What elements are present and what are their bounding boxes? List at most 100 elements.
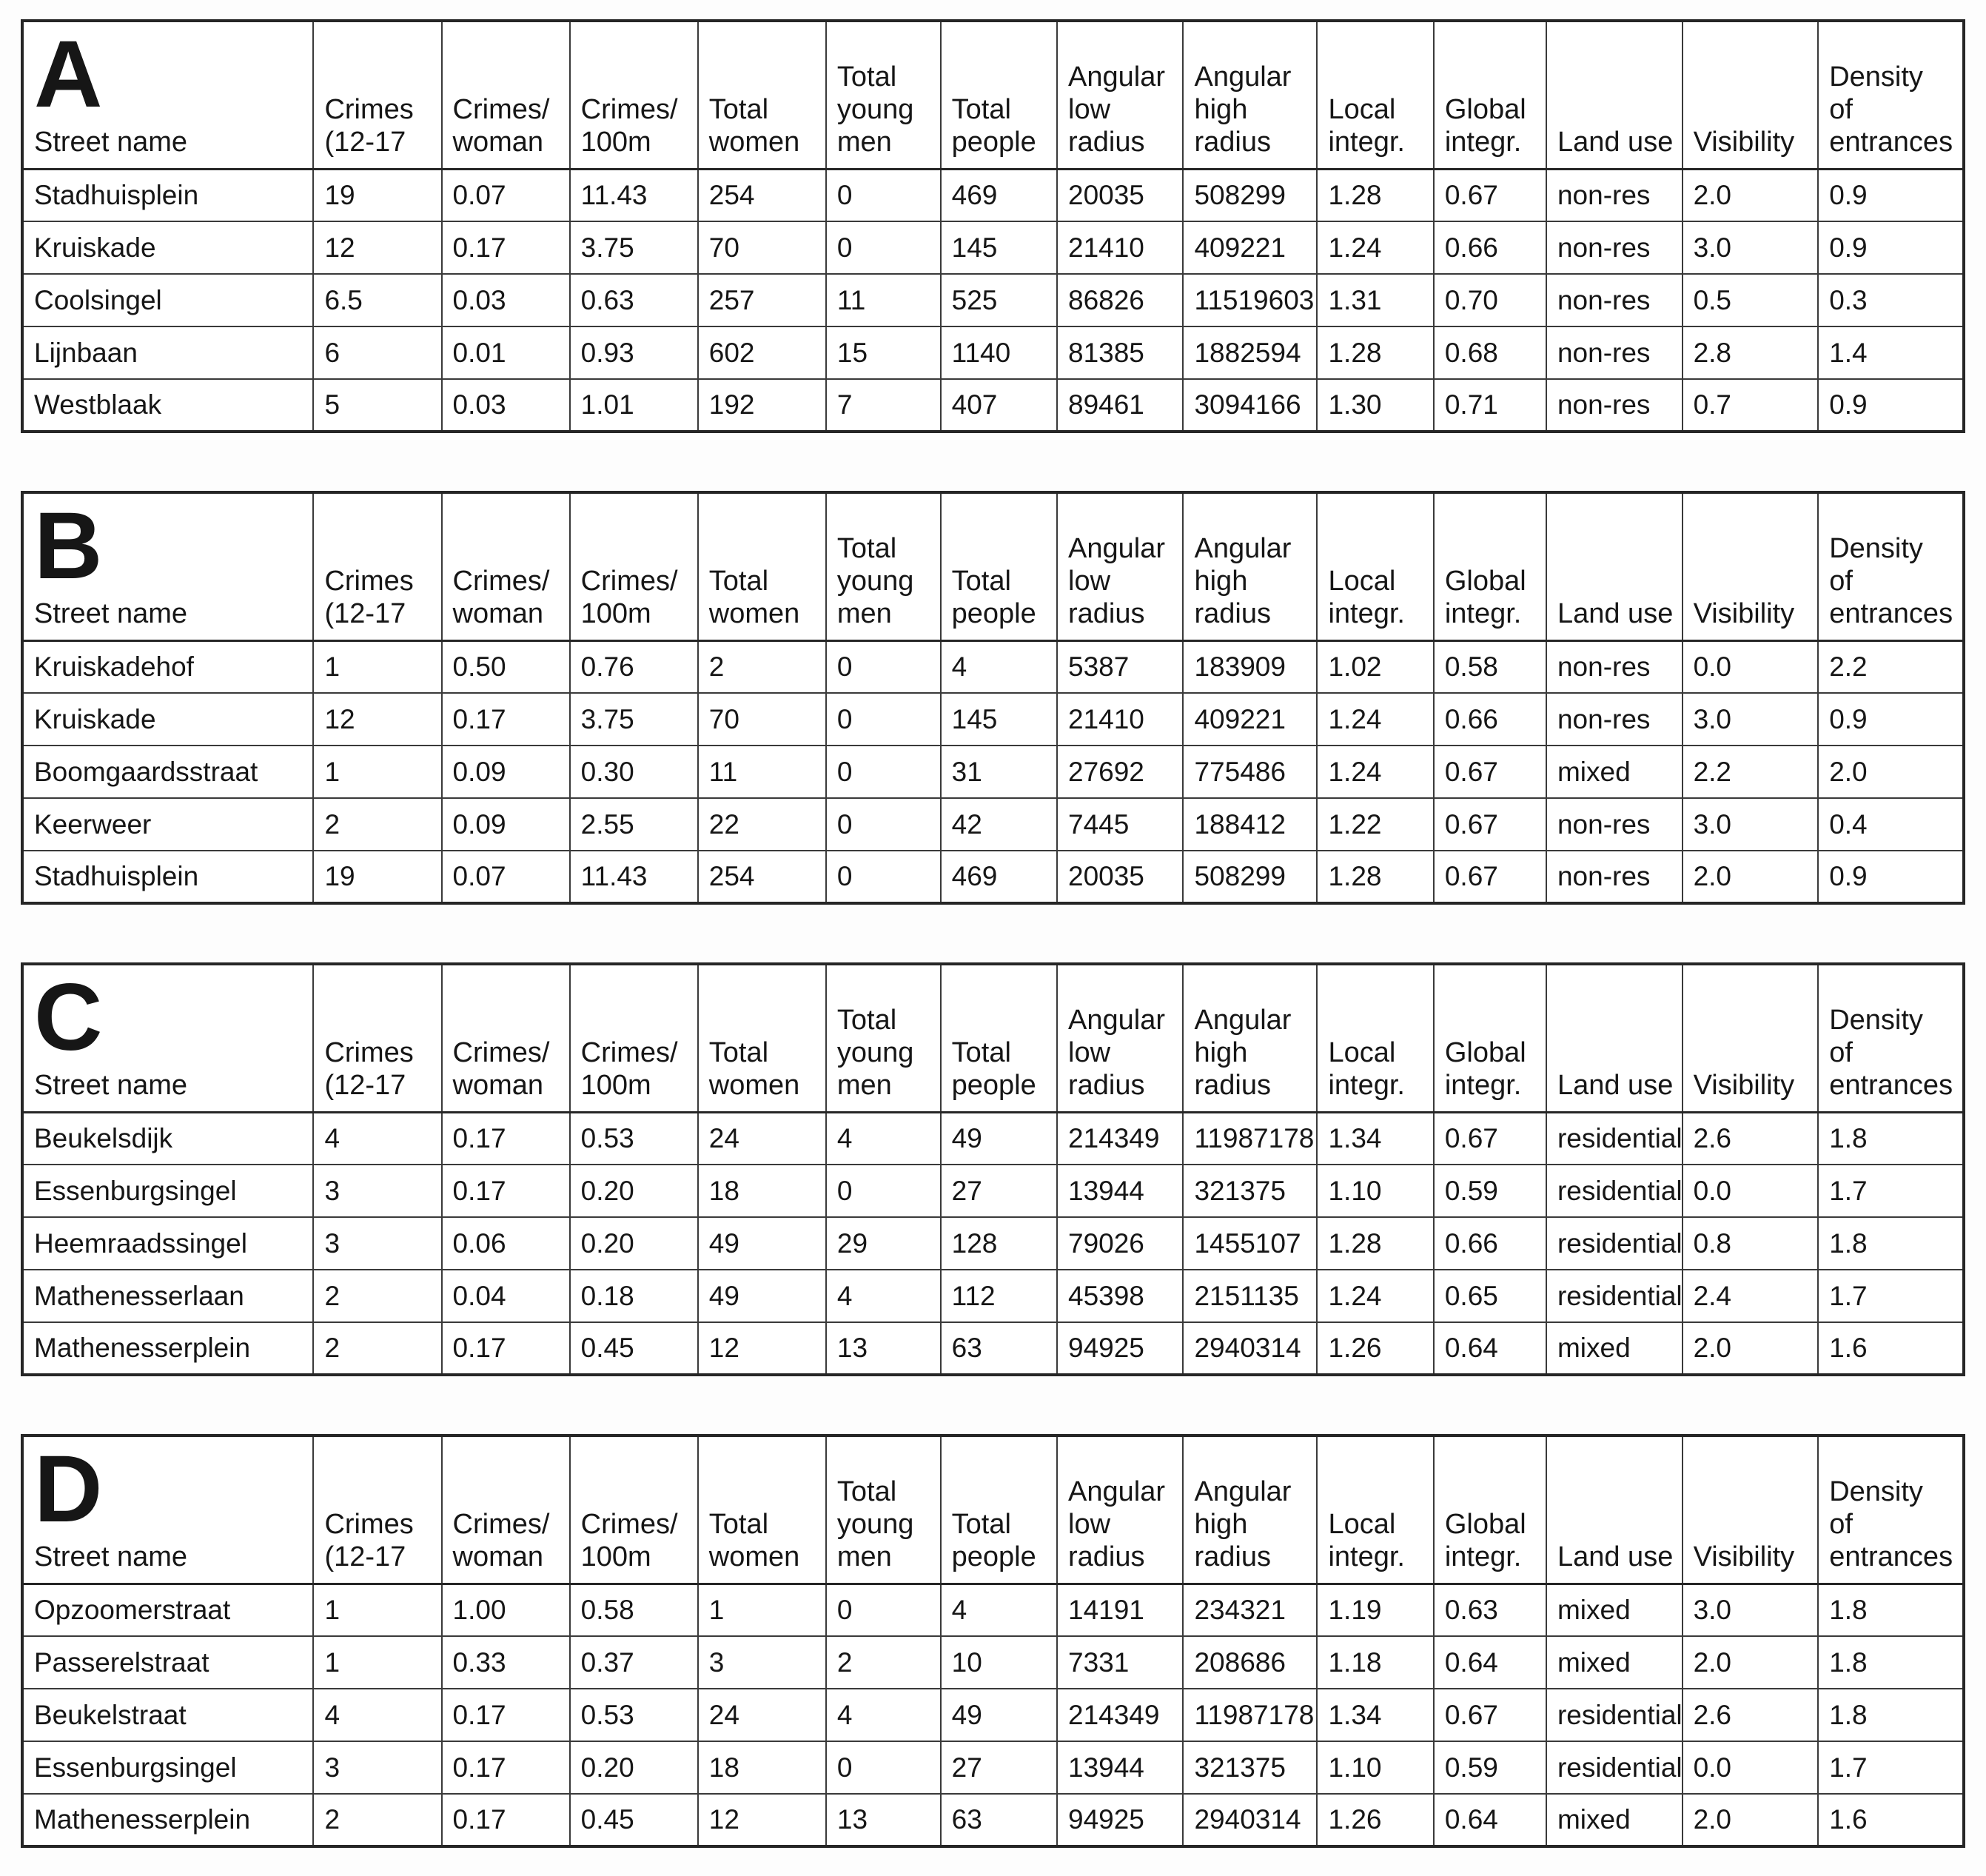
cell-angular-high-radius: 11987178 xyxy=(1182,1688,1318,1742)
cell-local-integr: 1.02 xyxy=(1316,640,1435,694)
cell-angular-low-radius: 13944 xyxy=(1056,1164,1184,1218)
cell-angular-high-radius: 508299 xyxy=(1182,850,1318,904)
cell-visibility: 2.0 xyxy=(1681,1635,1819,1689)
cell-angular-high-radius: 11519603 xyxy=(1182,273,1318,327)
cell-density-of-entrances: 1.8 xyxy=(1817,1688,1965,1742)
col-header-label: Crimes (12-17 xyxy=(324,1037,414,1102)
cell-angular-low-radius: 7445 xyxy=(1056,797,1184,851)
cell-angular-high-radius: 2940314 xyxy=(1182,1321,1318,1376)
cell-angular-low-radius: 13944 xyxy=(1056,1741,1184,1795)
cell-global-integr: 0.59 xyxy=(1432,1164,1547,1218)
table-row: Keerweer 2 0.09 2.55 22 0 42 7445 188412 1.22 0.67… xyxy=(21,797,1965,851)
col-header-angular-low-radius: Angular low radius xyxy=(1056,20,1184,170)
cell-crimes-12-17: 1 xyxy=(312,745,443,799)
cell-global-integr: 0.63 xyxy=(1432,1583,1547,1637)
cell-land-use: mixed xyxy=(1545,1321,1683,1376)
table-row: Opzoomerstraat 1 1.00 0.58 1 0 4 14191 234321 1.1… xyxy=(21,1583,1965,1637)
cell-crimes-per-100m: 11.43 xyxy=(568,168,699,222)
cell-angular-high-radius: 2151135 xyxy=(1182,1269,1318,1323)
cell-density-of-entrances: 2.2 xyxy=(1817,640,1965,694)
col-header-total-young-men: Total young men xyxy=(825,1435,942,1585)
col-header-visibility: Visibility xyxy=(1681,20,1819,170)
cell-crimes-per-woman: 0.17 xyxy=(440,1321,571,1376)
cell-global-integr: 0.67 xyxy=(1432,1111,1547,1165)
cell-density-of-entrances: 0.9 xyxy=(1817,692,1965,746)
cell-crimes-12-17: 2 xyxy=(312,797,443,851)
col-header-label: Total women xyxy=(708,566,800,630)
col-header-density-of-entrances: Density of entrances xyxy=(1817,20,1965,170)
col-header-visibility: Visibility xyxy=(1681,1435,1819,1585)
cell-crimes-12-17: 1 xyxy=(312,1635,443,1689)
col-header-label: Angular high radius xyxy=(1194,1476,1292,1573)
cell-street-name: Opzoomerstraat xyxy=(21,1583,315,1637)
col-header-angular-high-radius: Angular high radius xyxy=(1182,1435,1318,1585)
cell-land-use: non-res xyxy=(1545,221,1683,275)
cell-street-name: Lijnbaan xyxy=(21,326,315,380)
col-header-crimes-per-woman: Crimes/ woman xyxy=(440,20,571,170)
col-header-land-use: Land use xyxy=(1545,963,1683,1113)
cell-global-integr: 0.66 xyxy=(1432,221,1547,275)
col-header-crimes-12-17: Crimes (12-17 xyxy=(312,1435,443,1585)
cell-local-integr: 1.26 xyxy=(1316,1793,1435,1847)
cell-global-integr: 0.64 xyxy=(1432,1793,1547,1847)
table-B: B Street name Crimes (12-17 Crimes/ woman Cr… xyxy=(21,491,1965,905)
col-header-density-of-entrances: Density of entrances xyxy=(1817,1435,1965,1585)
cell-crimes-per-100m: 3.75 xyxy=(568,692,699,746)
col-header-density-of-entrances: Density of entrances xyxy=(1817,963,1965,1113)
cell-total-young-men: 4 xyxy=(825,1111,942,1165)
cell-land-use: residential xyxy=(1545,1688,1683,1742)
cell-crimes-12-17: 12 xyxy=(312,692,443,746)
cell-total-people: 145 xyxy=(939,692,1059,746)
col-header-label: Crimes/ woman xyxy=(452,566,550,630)
table-row: Lijnbaan 6 0.01 0.93 602 15 1140 81385 1882594 1.… xyxy=(21,326,1965,380)
cell-angular-high-radius: 183909 xyxy=(1182,640,1318,694)
cell-total-women: 18 xyxy=(697,1164,827,1218)
cell-crimes-per-woman: 0.17 xyxy=(440,1741,571,1795)
cell-crimes-per-woman: 0.17 xyxy=(440,692,571,746)
col-header-label: Total people xyxy=(951,1037,1036,1102)
cell-crimes-per-woman: 0.09 xyxy=(440,797,571,851)
col-header-label: Street name xyxy=(34,127,187,158)
cell-street-name: Kruiskadehof xyxy=(21,640,315,694)
col-header-visibility: Visibility xyxy=(1681,963,1819,1113)
cell-total-people: 49 xyxy=(939,1688,1059,1742)
cell-crimes-per-woman: 0.06 xyxy=(440,1216,571,1270)
table-row: Mathenesserplein 2 0.17 0.45 12 13 63 94925 2940… xyxy=(21,1321,1965,1376)
cell-total-women: 2 xyxy=(697,640,827,694)
cell-visibility: 3.0 xyxy=(1681,221,1819,275)
cell-density-of-entrances: 2.0 xyxy=(1817,745,1965,799)
col-header-label: Local integr. xyxy=(1328,1037,1405,1102)
col-header-label: Crimes/ woman xyxy=(452,1509,550,1573)
col-header-local-integr: Local integr. xyxy=(1316,20,1435,170)
col-header-label: Visibility xyxy=(1693,1541,1795,1573)
table-letter: A xyxy=(34,21,104,127)
cell-angular-low-radius: 81385 xyxy=(1056,326,1184,380)
col-header-label: Street name xyxy=(34,1541,187,1573)
cell-street-name: Westblaak xyxy=(21,378,315,432)
cell-street-name: Mathenesserlaan xyxy=(21,1269,315,1323)
cell-visibility: 2.8 xyxy=(1681,326,1819,380)
cell-global-integr: 0.65 xyxy=(1432,1269,1547,1323)
col-header-angular-low-radius: Angular low radius xyxy=(1056,492,1184,642)
header-row: C Street name Crimes (12-17 Crimes/ woman Cr… xyxy=(21,963,1965,1113)
col-header-label: Crimes/ 100m xyxy=(580,94,678,158)
cell-crimes-per-woman: 0.09 xyxy=(440,745,571,799)
cell-crimes-per-100m: 0.30 xyxy=(568,745,699,799)
cell-angular-low-radius: 14191 xyxy=(1056,1583,1184,1637)
cell-angular-low-radius: 45398 xyxy=(1056,1269,1184,1323)
cell-total-people: 4 xyxy=(939,640,1059,694)
cell-angular-low-radius: 20035 xyxy=(1056,168,1184,222)
cell-visibility: 2.0 xyxy=(1681,1793,1819,1847)
cell-land-use: mixed xyxy=(1545,1635,1683,1689)
col-header-label: Crimes (12-17 xyxy=(324,566,414,630)
cell-angular-high-radius: 1455107 xyxy=(1182,1216,1318,1270)
cell-total-women: 254 xyxy=(697,850,827,904)
col-header-label: Global integr. xyxy=(1444,1037,1526,1102)
cell-crimes-per-100m: 1.01 xyxy=(568,378,699,432)
col-header-label: Total young men xyxy=(836,1005,914,1102)
cell-total-women: 257 xyxy=(697,273,827,327)
cell-density-of-entrances: 1.8 xyxy=(1817,1635,1965,1689)
col-header-label: Land use xyxy=(1557,1070,1674,1102)
cell-global-integr: 0.67 xyxy=(1432,168,1547,222)
